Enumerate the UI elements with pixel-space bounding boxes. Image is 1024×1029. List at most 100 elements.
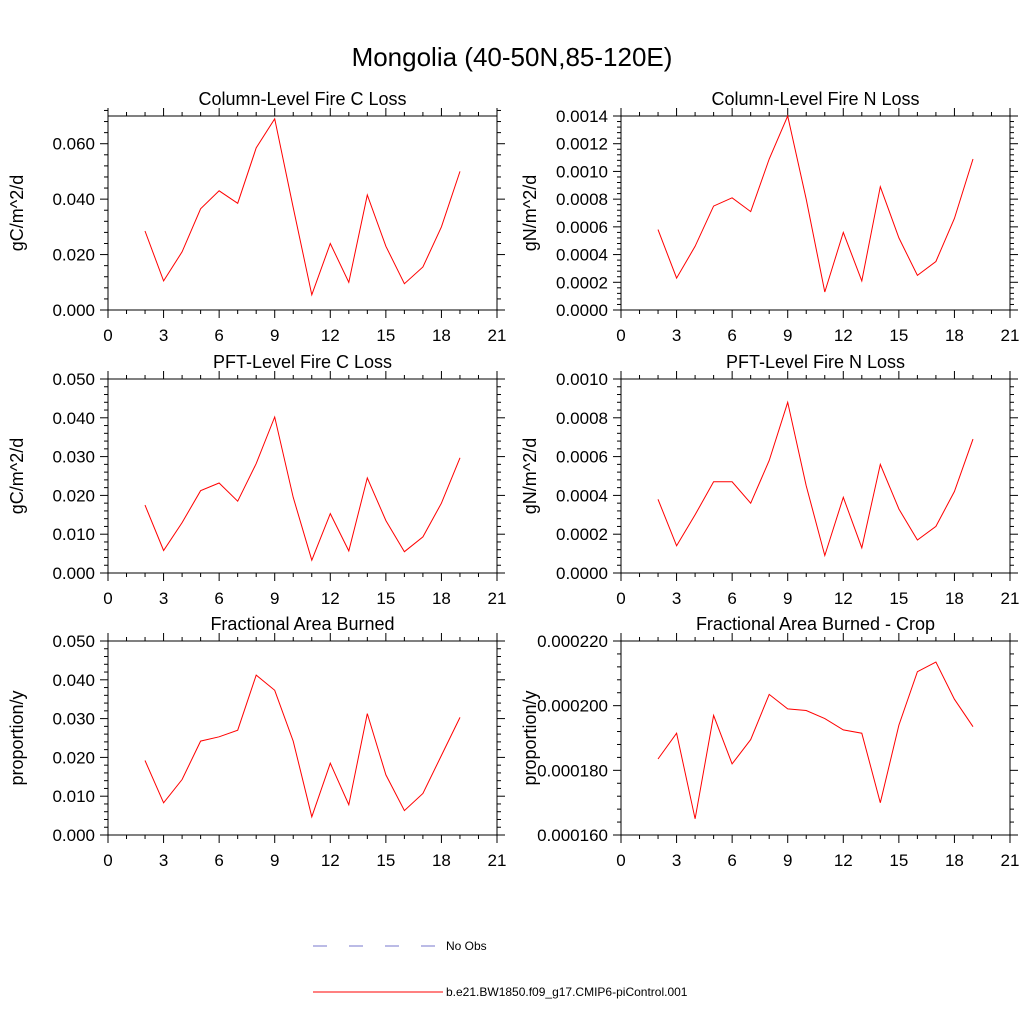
x-tick-label: 0	[103, 589, 112, 608]
panel-title: Fractional Area Burned	[210, 614, 394, 634]
y-axis-label: gN/m^2/d	[520, 175, 540, 251]
x-tick-label: 15	[376, 851, 395, 870]
figure-title: Mongolia (40-50N,85-120E)	[352, 42, 673, 72]
x-tick-label: 15	[376, 326, 395, 345]
y-axis-label: gC/m^2/d	[7, 438, 27, 514]
y-axis-label: gN/m^2/d	[520, 438, 540, 514]
y-tick-label: 0.000	[52, 301, 95, 320]
y-tick-label: 0.040	[52, 190, 95, 209]
y-tick-label: 0.030	[52, 710, 95, 729]
x-tick-label: 3	[159, 851, 168, 870]
y-tick-label: 0.0006	[556, 448, 608, 467]
x-tick-label: 6	[727, 326, 736, 345]
x-tick-label: 18	[432, 851, 451, 870]
x-tick-label: 18	[432, 326, 451, 345]
x-tick-label: 21	[1001, 326, 1020, 345]
series-line	[657, 400, 974, 558]
y-tick-label: 0.0010	[556, 370, 608, 389]
series-line	[144, 117, 461, 297]
x-tick-label: 9	[783, 851, 792, 870]
x-tick-label: 3	[672, 589, 681, 608]
x-tick-label: 15	[889, 326, 908, 345]
x-tick-label: 12	[321, 851, 340, 870]
chart-panel-2: Column-Level Fire N Loss gN/m^2/d 0 3 6 9 12 15…	[520, 89, 1019, 345]
chart-panels: Column-Level Fire C Loss gC/m^2/d 0 3 6 9 12 15…	[7, 89, 1019, 870]
chart-panel-4: PFT-Level Fire N Loss gN/m^2/d 0 3 6 9 12 15 18 2…	[520, 352, 1019, 608]
plot-frame	[620, 640, 1011, 836]
x-tick-label: 3	[672, 326, 681, 345]
x-tick-label: 18	[945, 851, 964, 870]
x-tick-label: 12	[834, 326, 853, 345]
legend-label: b.e21.BW1850.f09_g17.CMIP6-piControl.001	[446, 985, 688, 999]
legend-label: No Obs	[446, 939, 487, 953]
x-tick-label: 6	[727, 589, 736, 608]
y-tick-label: 0.020	[52, 246, 95, 265]
y-tick-label: 0.0006	[556, 218, 608, 237]
y-tick-label: 0.0002	[556, 273, 608, 292]
x-tick-label: 15	[376, 589, 395, 608]
y-tick-label: 0.030	[52, 448, 95, 467]
plot-frame	[620, 378, 1011, 574]
x-tick-label: 9	[270, 851, 279, 870]
panel-title: Fractional Area Burned - Crop	[696, 614, 935, 634]
x-tick-label: 6	[214, 851, 223, 870]
x-tick-label: 0	[103, 851, 112, 870]
panel-title: Column-Level Fire N Loss	[711, 89, 919, 109]
x-tick-label: 12	[834, 851, 853, 870]
y-tick-label: 0.000180	[537, 761, 608, 780]
x-tick-label: 21	[488, 326, 507, 345]
chart-panel-1: Column-Level Fire C Loss gC/m^2/d 0 3 6 9 12 15…	[7, 89, 506, 345]
x-tick-label: 9	[270, 589, 279, 608]
chart-panel-6: Fractional Area Burned - Crop proportion/…	[520, 614, 1019, 870]
x-tick-label: 21	[1001, 851, 1020, 870]
y-tick-label: 0.0002	[556, 525, 608, 544]
y-tick-label: 0.0000	[556, 301, 608, 320]
plot-frame	[107, 115, 498, 311]
series-line	[657, 661, 974, 819]
plot-frame	[107, 640, 498, 836]
y-tick-label: 0.040	[52, 671, 95, 690]
plot-frame	[107, 378, 498, 574]
y-tick-label: 0.000	[52, 826, 95, 845]
y-tick-label: 0.0008	[556, 190, 608, 209]
series-line	[144, 415, 461, 562]
y-tick-label: 0.0010	[556, 162, 608, 181]
x-tick-label: 18	[945, 589, 964, 608]
legend: No Obs b.e21.BW1850.f09_g17.CMIP6-piContr…	[313, 939, 688, 999]
x-tick-label: 9	[783, 326, 792, 345]
y-tick-label: 0.010	[52, 787, 95, 806]
y-tick-label: 0.0012	[556, 135, 608, 154]
x-tick-label: 9	[270, 326, 279, 345]
x-tick-label: 15	[889, 851, 908, 870]
x-tick-label: 0	[103, 326, 112, 345]
y-tick-label: 0.050	[52, 632, 95, 651]
y-tick-label: 0.000160	[537, 826, 608, 845]
series-line	[657, 114, 974, 293]
y-tick-label: 0.010	[52, 525, 95, 544]
chart-panel-5: Fractional Area Burned proportion/y 0 3 6 9 12…	[7, 614, 506, 870]
y-tick-label: 0.020	[52, 486, 95, 505]
y-tick-label: 0.000220	[537, 632, 608, 651]
panel-title: PFT-Level Fire C Loss	[213, 352, 392, 372]
x-tick-label: 18	[432, 589, 451, 608]
y-tick-label: 0.040	[52, 409, 95, 428]
x-tick-label: 12	[834, 589, 853, 608]
y-tick-label: 0.0004	[556, 246, 608, 265]
y-tick-label: 0.0004	[556, 486, 608, 505]
panel-title: PFT-Level Fire N Loss	[726, 352, 905, 372]
x-tick-label: 21	[1001, 589, 1020, 608]
x-tick-label: 3	[159, 589, 168, 608]
x-tick-label: 6	[214, 589, 223, 608]
x-tick-label: 21	[488, 589, 507, 608]
x-tick-label: 9	[783, 589, 792, 608]
y-tick-label: 0.000200	[537, 697, 608, 716]
y-axis-label: proportion/y	[520, 690, 540, 785]
chart-panel-3: PFT-Level Fire C Loss gC/m^2/d 0 3 6 9 12 15 18 2…	[7, 352, 506, 608]
y-tick-label: 0.0000	[556, 564, 608, 583]
y-tick-label: 0.060	[52, 135, 95, 154]
x-tick-label: 3	[672, 851, 681, 870]
y-tick-label: 0.000	[52, 564, 95, 583]
y-axis-label: proportion/y	[7, 690, 27, 785]
